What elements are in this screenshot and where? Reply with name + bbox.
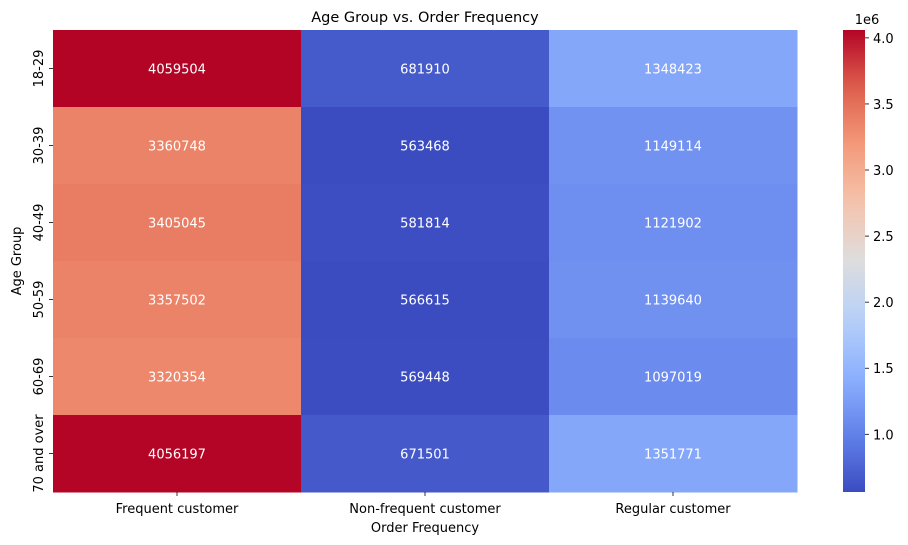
y-axis-label: Age Group (10, 227, 25, 296)
colorbar: 1.0 1.5 2.0 2.5 3.0 3.5 4.0 1e6 (843, 13, 894, 492)
cell-value-label: 1351771 (644, 448, 702, 463)
cell-value-label: 3357502 (148, 294, 206, 309)
chart-title: Age Group vs. Order Frequency (311, 10, 539, 26)
heatmap-cell (549, 338, 798, 416)
heatmap-cell (53, 415, 302, 493)
colorbar-tick-label: 3.5 (873, 98, 894, 113)
colorbar-tick-label: 2.5 (873, 230, 894, 245)
cell-value-label: 4056197 (148, 448, 206, 463)
heatmap-cell (549, 261, 798, 339)
heatmap-cells: 4059504 681910 1348423 3360748 563468 1149114… (53, 30, 798, 493)
x-tick-label: Frequent customer (116, 502, 239, 517)
cell-value-label: 681910 (400, 63, 450, 78)
colorbar-tick-label: 1.5 (873, 362, 894, 377)
colorbar-scale-label: 1e6 (855, 13, 880, 28)
heatmap-cell (53, 338, 302, 416)
cell-value-label: 3405045 (148, 217, 206, 232)
y-tick-label: 30-39 (32, 127, 47, 165)
heatmap-cell (301, 338, 550, 416)
heatmap-cell (301, 415, 550, 493)
colorbar-tick-label: 4.0 (873, 32, 894, 47)
cell-value-label: 563468 (400, 140, 450, 155)
cell-value-label: 3320354 (148, 371, 206, 386)
heatmap-cell (549, 30, 798, 108)
cell-value-label: 1097019 (644, 371, 702, 386)
x-axis: Frequent customer Non-frequent customer Re… (116, 492, 731, 517)
heatmap-cell (549, 415, 798, 493)
heatmap-cell (549, 184, 798, 262)
y-tick-label: 70 and over (32, 414, 47, 493)
colorbar-tick-label: 1.0 (873, 428, 894, 443)
y-tick-label: 40-49 (32, 204, 47, 242)
heatmap-cell (301, 30, 550, 108)
heatmap-cell (549, 107, 798, 185)
cell-value-label: 4059504 (148, 63, 206, 78)
heatmap-cell (301, 261, 550, 339)
x-axis-label: Order Frequency (371, 521, 480, 536)
cell-value-label: 569448 (400, 371, 450, 386)
y-tick-label: 60-69 (32, 358, 47, 396)
cell-value-label: 1121902 (644, 217, 702, 232)
cell-value-label: 566615 (400, 294, 450, 309)
x-tick-label: Regular customer (615, 502, 731, 517)
cell-value-label: 581814 (400, 217, 450, 232)
cell-value-label: 1149114 (644, 140, 702, 155)
colorbar-gradient (843, 30, 865, 492)
y-axis: 18-29 30-39 40-49 50-59 60-69 70 and over (32, 50, 53, 493)
cell-value-label: 1348423 (644, 63, 702, 78)
heatmap-cell (53, 107, 302, 185)
cell-value-label: 3360748 (148, 140, 206, 155)
y-tick-label: 18-29 (32, 50, 47, 88)
x-tick-label: Non-frequent customer (349, 502, 501, 517)
colorbar-tick-label: 3.0 (873, 164, 894, 179)
heatmap-cell (301, 184, 550, 262)
cell-value-label: 1139640 (644, 294, 702, 309)
y-tick-label: 50-59 (32, 281, 47, 319)
heatmap-cell (53, 261, 302, 339)
heatmap-cell (301, 107, 550, 185)
heatmap-cell (53, 30, 302, 108)
heatmap-cell (53, 184, 302, 262)
cell-value-label: 671501 (400, 448, 450, 463)
colorbar-tick-label: 2.0 (873, 296, 894, 311)
